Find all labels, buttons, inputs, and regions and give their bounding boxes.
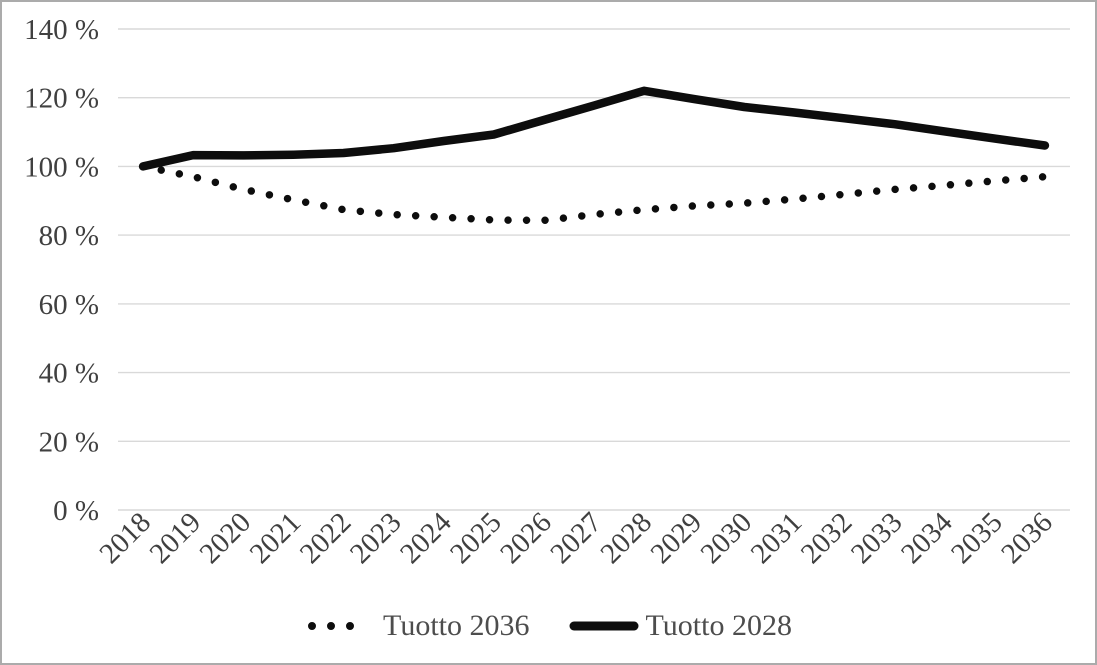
legend-item-tuotto-2036: Tuotto 2036: [305, 609, 530, 643]
x-tick-label: 2024: [394, 506, 458, 570]
y-tick-label: 60 %: [39, 289, 99, 321]
y-tick-label: 100 %: [24, 151, 99, 183]
x-tick-label: 2025: [444, 506, 508, 570]
return-comparison-line-chart: 0 %20 %40 %60 %80 %100 %120 %140 %201820…: [24, 14, 1070, 570]
legend-item-tuotto-2028: Tuotto 2028: [568, 609, 792, 643]
dotted-line-icon: [308, 622, 374, 630]
x-tick-label: 2018: [93, 506, 157, 570]
x-tick-label: 2029: [645, 506, 709, 570]
gridlines: [118, 28, 1070, 511]
y-tick-label: 0 %: [53, 495, 99, 527]
x-tick-label: 2031: [745, 506, 809, 570]
legend-label-tuotto-2036: Tuotto 2036: [383, 609, 530, 642]
y-tick-label: 120 %: [24, 83, 99, 115]
x-tick-label: 2019: [144, 506, 208, 570]
x-tick-label: 2028: [594, 506, 658, 570]
y-axis-labels: 0 % 20 % 40 % 60 % 80 % 100 % 120 % 140 %: [24, 14, 99, 527]
x-tick-label: 2020: [194, 506, 258, 570]
x-tick-label: 2034: [895, 506, 959, 570]
y-tick-label: 80 %: [39, 220, 99, 252]
y-tick-label: 140 %: [24, 14, 99, 46]
chart-legend: Tuotto 2036 Tuotto 2028: [2, 600, 1095, 652]
x-axis-labels: 2018201920202021202220232024202520262027…: [93, 506, 1058, 570]
x-tick-label: 2027: [544, 506, 608, 570]
x-tick-label: 2032: [795, 506, 859, 570]
legend-label-tuotto-2028: Tuotto 2028: [645, 609, 792, 642]
y-tick-label: 20 %: [39, 426, 99, 458]
y-tick-label: 40 %: [39, 358, 99, 390]
solid-line-icon: [569, 621, 638, 631]
x-tick-label: 2021: [244, 506, 308, 570]
series-line-tuotto-2028: [138, 86, 1050, 171]
x-tick-label: 2026: [494, 506, 558, 570]
x-tick-label: 2036: [995, 506, 1059, 570]
x-tick-label: 2022: [294, 506, 358, 570]
x-tick-label: 2030: [695, 506, 759, 570]
x-tick-label: 2035: [945, 506, 1009, 570]
x-tick-label: 2023: [344, 506, 408, 570]
series-line-tuotto-2036: [139, 162, 1049, 225]
x-tick-label: 2033: [845, 506, 909, 570]
